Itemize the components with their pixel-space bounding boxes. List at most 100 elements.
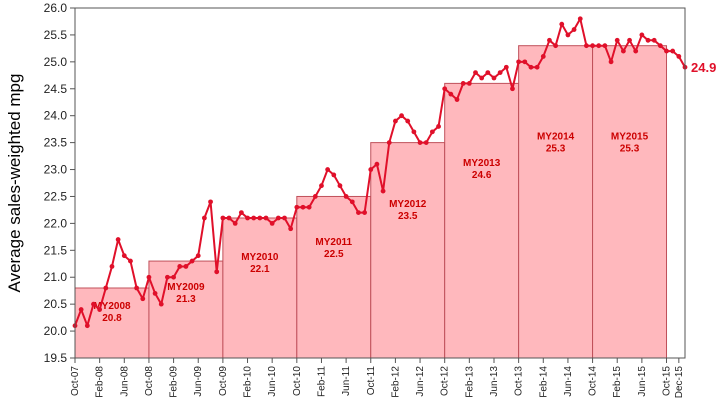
y-tick-label: 20.5 (44, 297, 68, 311)
y-tick-label: 22.5 (44, 189, 68, 203)
data-point (405, 118, 411, 124)
bar-name-label: MY2012 (389, 199, 427, 210)
y-tick-label: 25.5 (44, 28, 68, 42)
data-point (128, 258, 133, 264)
data-point (491, 75, 497, 81)
data-point (140, 296, 146, 302)
data-point (565, 32, 571, 38)
x-tick-label: Oct-12 (440, 366, 451, 396)
x-tick-label: Jun-10 (267, 366, 278, 397)
data-point (201, 215, 207, 221)
data-point (553, 43, 559, 49)
x-tick-label: Oct-14 (588, 366, 599, 396)
data-point (540, 54, 546, 59)
data-point (608, 59, 614, 65)
data-point (171, 274, 176, 280)
data-point (269, 220, 275, 226)
series-line (74, 17, 686, 327)
data-point (657, 43, 663, 49)
data-point (485, 70, 491, 76)
data-point (651, 37, 657, 43)
bar-value-label: 24.6 (472, 170, 492, 181)
x-tick-label: Feb-14 (538, 366, 549, 398)
bar-name-label: MY2013 (463, 158, 501, 169)
data-point (288, 226, 294, 232)
data-point (374, 161, 380, 167)
x-tick-label: Feb-08 (95, 366, 106, 398)
data-point (238, 210, 244, 216)
x-tick-label: Oct-10 (292, 366, 303, 396)
data-point (152, 290, 158, 296)
x-tick-label: Feb-15 (612, 366, 623, 398)
data-point (84, 323, 90, 329)
data-point (503, 64, 509, 70)
data-point (306, 204, 312, 210)
x-tick-label: Feb-12 (390, 366, 401, 398)
data-point (460, 80, 466, 86)
x-tick-label: Jun-14 (563, 366, 574, 397)
bar-name-label: MY2015 (611, 131, 649, 142)
data-point (226, 215, 232, 221)
data-point (466, 80, 472, 86)
bar-my2013 (444, 82, 520, 359)
x-tick-label: Feb-10 (243, 366, 254, 398)
data-point (448, 91, 454, 97)
x-tick-label: Oct-09 (218, 366, 229, 396)
bar-name-label: MY2008 (93, 301, 131, 312)
bar-name-label: MY2014 (537, 131, 575, 142)
data-point (263, 215, 269, 221)
monthly-series (72, 16, 688, 329)
x-tick-label: Feb-13 (464, 366, 475, 398)
data-point (368, 167, 374, 172)
bar-my2011 (296, 195, 372, 359)
x-tick-label: Oct-15 (662, 366, 673, 396)
y-tick-label: 23.0 (44, 163, 68, 177)
data-point (664, 48, 669, 54)
data-point (134, 285, 140, 291)
data-point (386, 140, 392, 146)
data-point (115, 237, 121, 242)
plot-frame (74, 7, 686, 359)
x-tick-label: Oct-07 (70, 366, 81, 396)
data-point (423, 140, 429, 146)
data-point (670, 48, 676, 54)
data-point (109, 264, 115, 269)
data-point (454, 97, 460, 102)
y-tick-label: 21.5 (44, 243, 68, 257)
bar-value-label: 20.8 (102, 313, 122, 324)
data-point (429, 129, 435, 135)
data-point (584, 43, 589, 49)
data-point (645, 37, 651, 43)
data-point (146, 274, 152, 280)
data-point (399, 113, 404, 119)
bar-my2012 (370, 142, 446, 359)
data-point (343, 194, 349, 199)
data-point (165, 274, 170, 280)
y-tick-label: 26.0 (44, 1, 68, 15)
data-point (183, 264, 189, 269)
data-point (528, 64, 534, 70)
bar-value-label: 22.5 (324, 249, 344, 260)
data-point (121, 253, 127, 259)
data-point (282, 215, 287, 221)
data-point (91, 301, 96, 307)
x-tick-label: Jun-09 (193, 366, 204, 397)
bar-value-label: 22.1 (250, 264, 270, 275)
data-point (380, 188, 386, 194)
y-tick-label: 23.5 (44, 136, 68, 150)
axes: 19.5 20.0 20.5 21.0 21.5 22.0 22.5 23.0 23.5 24.0… (44, 1, 686, 398)
data-point (78, 307, 84, 312)
data-point (590, 43, 595, 49)
data-point (436, 124, 441, 129)
y-tick-label: 21.0 (44, 270, 68, 284)
data-point (442, 86, 448, 92)
data-point (97, 307, 103, 312)
data-point (522, 59, 528, 65)
data-point (614, 37, 620, 43)
data-point (158, 301, 164, 307)
data-point (559, 21, 565, 27)
data-point (300, 204, 306, 210)
data-point (189, 258, 195, 264)
data-point (620, 48, 626, 54)
